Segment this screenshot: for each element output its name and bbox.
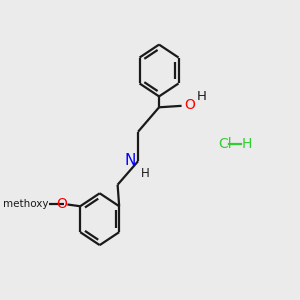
Text: H: H (242, 137, 252, 151)
Text: H: H (197, 91, 207, 103)
Text: methoxy: methoxy (4, 199, 49, 208)
Text: H: H (141, 167, 150, 180)
Text: O: O (184, 98, 195, 112)
Text: Cl: Cl (218, 137, 232, 151)
Text: N: N (124, 152, 136, 167)
Text: O: O (56, 197, 67, 211)
